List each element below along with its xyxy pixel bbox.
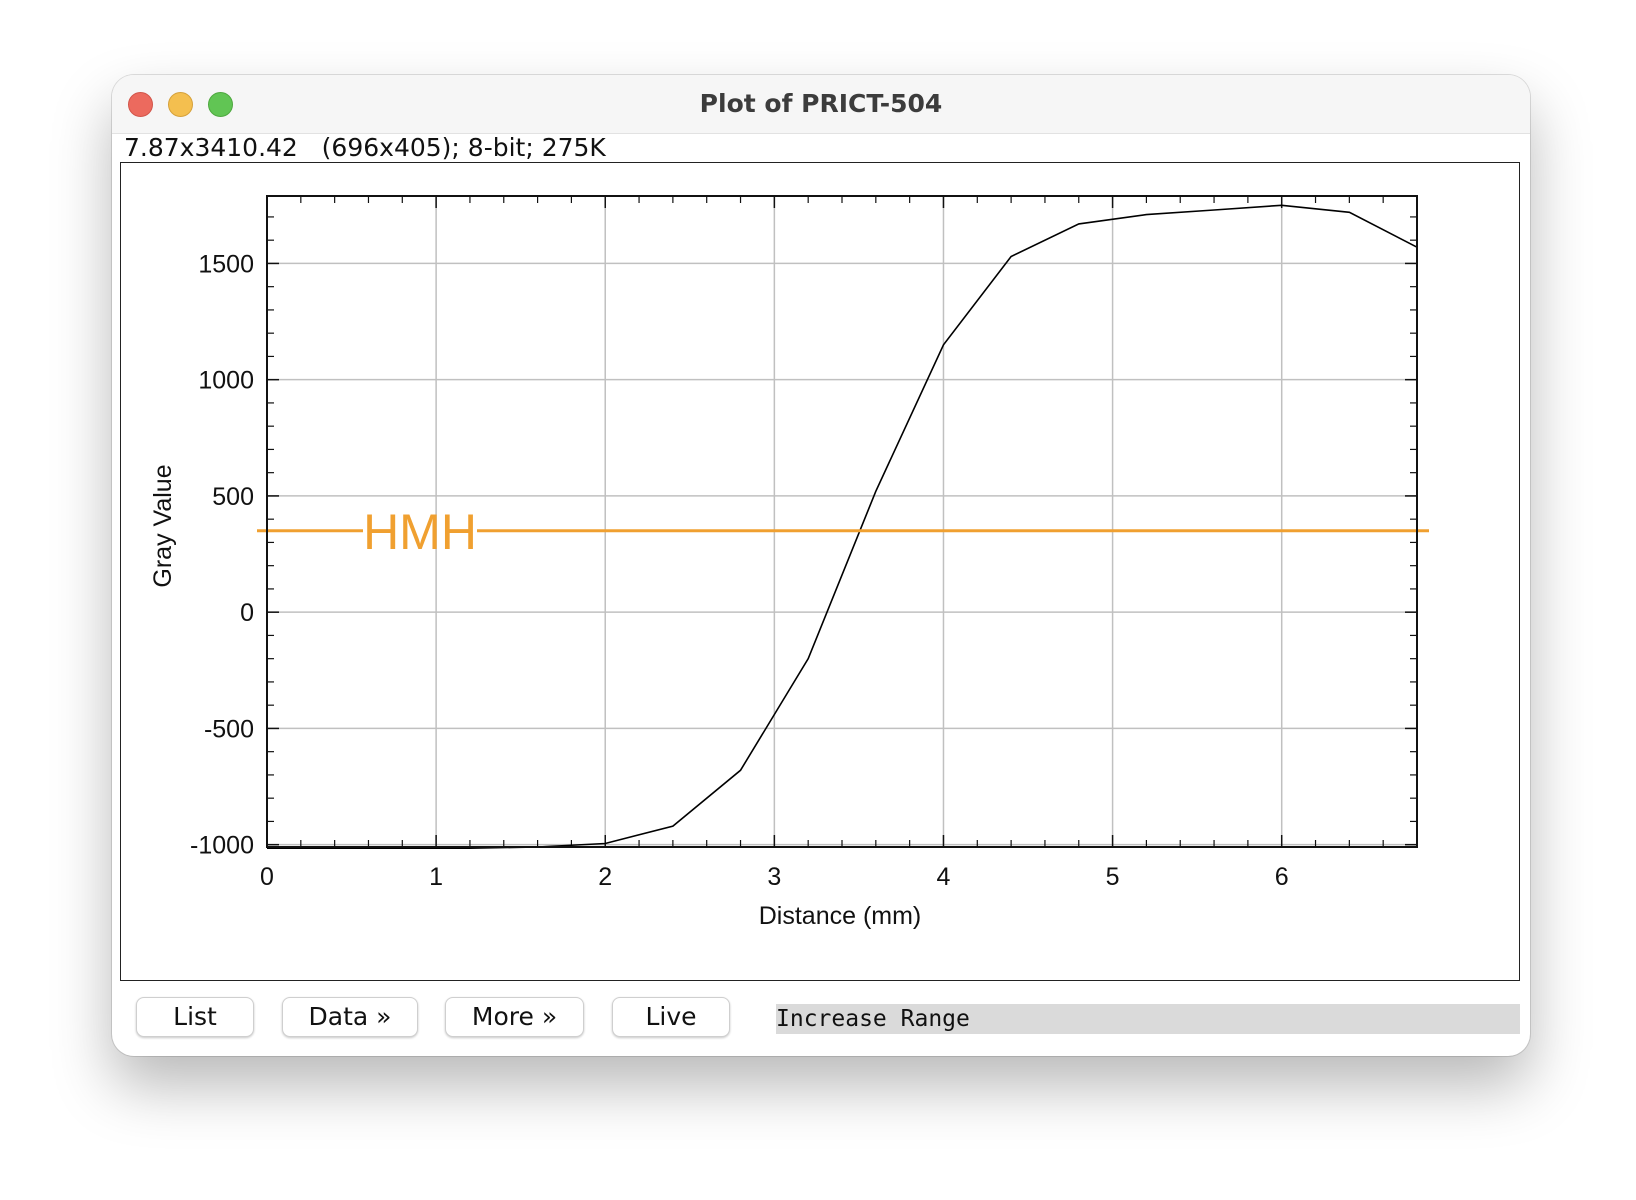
list-button[interactable]: List [136,997,254,1037]
window-title: Plot of PRICT-504 [699,89,943,118]
x-tick-label: 2 [598,863,612,891]
zoom-window-icon[interactable] [208,92,233,117]
series-layer [267,204,1418,850]
y-axis-label: Gray Value [149,464,177,587]
status-bar: Increase Range [776,1004,1520,1034]
x-tick-label: 3 [767,863,781,891]
x-tick-label: 6 [1275,863,1289,891]
grid-lines [267,196,1417,847]
close-window-icon[interactable] [128,92,153,117]
image-info-text: 7.87x3410.42 (696x405); 8-bit; 275K [124,133,606,162]
plot-canvas[interactable]: 0 1 2 3 4 5 6 -1000 -500 0 500 1000 1500 Distance (m… [120,162,1520,981]
live-button[interactable]: Live [612,997,730,1037]
x-tick-label: 4 [937,863,951,891]
y-tick-label: 1500 [198,250,254,278]
y-tick-label: 500 [212,483,254,511]
hmh-label: HMH [363,504,477,560]
y-tick-label: -1000 [190,832,254,860]
plot-area-border [266,195,1418,848]
y-tick-label: -500 [204,715,254,743]
annotation-layer: HMH [257,504,1429,560]
profile-series-line [267,204,1418,850]
x-tick-label: 1 [429,863,443,891]
title-bar[interactable]: Plot of PRICT-504 [112,75,1530,134]
more-button[interactable]: More » [445,997,584,1037]
plot-window: Plot of PRICT-504 7.87x3410.42 (696x405)… [112,75,1530,1056]
x-tick-label: 0 [260,863,274,891]
minimize-window-icon[interactable] [168,92,193,117]
x-axis-label: Distance (mm) [759,902,922,930]
y-tick-label: 1000 [198,367,254,395]
tick-labels: 0 1 2 3 4 5 6 -1000 -500 0 500 1000 1500 [190,250,1289,891]
profile-plot: 0 1 2 3 4 5 6 -1000 -500 0 500 1000 1500 Distance (m… [149,195,1429,930]
x-tick-label: 5 [1106,863,1120,891]
y-tick-label: 0 [240,599,254,627]
data-button[interactable]: Data » [282,997,418,1037]
